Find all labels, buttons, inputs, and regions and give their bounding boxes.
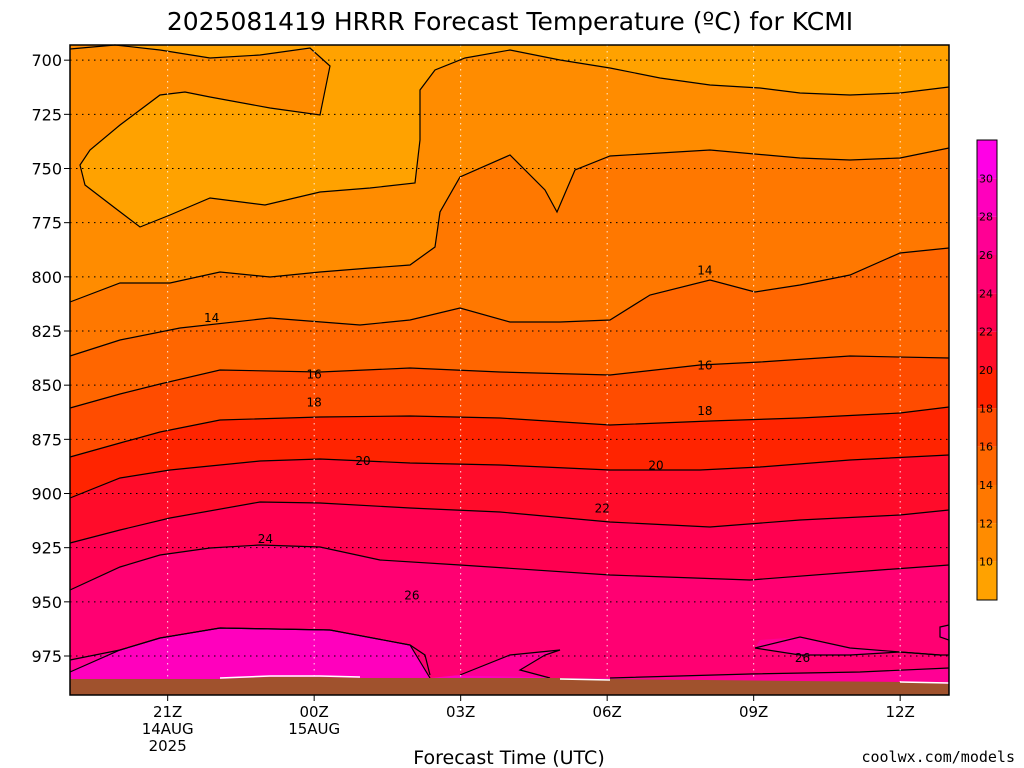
colorbar-swatch <box>977 331 997 370</box>
colorbar-label: 24 <box>979 287 993 300</box>
y-tick-label: 925 <box>31 539 62 558</box>
colorbar-swatch <box>977 370 997 409</box>
contour-16 <box>69 355 950 409</box>
contour-label: 18 <box>307 396 322 410</box>
contour-label: 26 <box>404 588 419 602</box>
chart-title: 2025081419 HRRR Forecast Temperature (ºC… <box>167 7 853 36</box>
contour-label: 18 <box>697 404 712 418</box>
band-below-10 <box>70 45 949 227</box>
contour-label: 20 <box>648 458 663 472</box>
colorbar-label: 16 <box>979 441 993 454</box>
x-tick-label: 09Z <box>739 703 768 721</box>
y-tick-label: 775 <box>31 214 62 233</box>
plot-border <box>69 44 950 696</box>
colorbar-swatch <box>977 293 997 332</box>
contour-26-bottom <box>609 667 950 679</box>
contour-10-upper <box>69 44 950 228</box>
contour-14 <box>69 247 950 357</box>
colorbar: 10 12 14 16 18 20 22 24 26 28 30 <box>976 139 998 601</box>
colorbar-swatch <box>977 561 997 600</box>
x-tick-label: 03Z <box>446 703 475 721</box>
colorbar-label: 12 <box>979 517 993 530</box>
y-tick-label: 825 <box>31 322 62 341</box>
y-tick-label: 950 <box>31 593 62 612</box>
x-tick-label: 06Z <box>592 703 621 721</box>
colorbar-swatch <box>977 178 997 217</box>
plot-area: 14 14 16 16 18 18 20 20 22 24 26 26 <box>69 44 950 696</box>
y-tick-label: 725 <box>31 105 62 124</box>
contour-18 <box>69 406 950 458</box>
contour-28 <box>69 627 431 676</box>
colorbar-swatch <box>977 140 997 179</box>
colorbar-label: 26 <box>979 249 993 262</box>
contour-label: 16 <box>307 367 322 381</box>
contour-lines <box>69 44 950 679</box>
contour-labels: 14 14 16 16 18 18 20 20 22 24 26 26 <box>204 263 810 665</box>
contour-26-mid <box>459 649 561 679</box>
x-tick-label: 2025 <box>149 737 187 755</box>
contour-label: 26 <box>795 651 810 665</box>
colorbar-swatch <box>977 446 997 485</box>
colorbar-border <box>976 139 998 601</box>
contour-24 <box>69 544 950 591</box>
contour-label: 24 <box>258 532 273 546</box>
y-tick-label: 850 <box>31 376 62 395</box>
colorbar-label: 28 <box>979 211 993 224</box>
contour-label: 14 <box>697 263 712 277</box>
x-axis-title: Forecast Time (UTC) <box>413 747 604 768</box>
contour-label: 20 <box>355 454 370 468</box>
colorbar-label: 22 <box>979 326 993 339</box>
grid <box>70 45 949 695</box>
contour-label: 22 <box>595 502 610 516</box>
surface-strip <box>70 677 949 695</box>
colorbar-swatch <box>977 523 997 562</box>
colorbar-label: 10 <box>979 556 993 569</box>
y-tick-label: 750 <box>31 160 62 179</box>
x-tick-label: 00Z <box>299 703 328 721</box>
colorbar-swatch <box>977 485 997 524</box>
contour-label: 16 <box>697 359 712 373</box>
y-tick-label: 975 <box>31 647 62 666</box>
colorbar-label: 20 <box>979 364 993 377</box>
contour-12 <box>69 147 950 303</box>
colorbar-label: 18 <box>979 402 993 415</box>
y-tick-label: 900 <box>31 485 62 504</box>
colorbar-swatch <box>977 408 997 447</box>
surface-edge <box>219 675 950 684</box>
contour-label: 14 <box>204 311 219 325</box>
colorbar-label: 30 <box>979 172 993 185</box>
colorbar-swatch <box>977 255 997 294</box>
y-tick-label: 800 <box>31 268 62 287</box>
band-below-12 <box>70 45 949 302</box>
x-tick-label: 14AUG <box>142 720 194 738</box>
contour-22 <box>69 501 950 544</box>
x-tick-label: 12Z <box>885 703 914 721</box>
contour-26-right <box>754 624 950 656</box>
contour-20 <box>69 454 950 499</box>
y-axis: 700 725 750 775 800 825 850 875 900 925 950 975 <box>31 51 70 666</box>
y-tick-label: 700 <box>31 51 62 70</box>
x-tick-label: 21Z <box>153 703 182 721</box>
colorbar-label: 14 <box>979 479 993 492</box>
x-tick-label: 15AUG <box>288 720 340 738</box>
contour-26-right-lower <box>754 647 941 656</box>
y-tick-label: 875 <box>31 430 62 449</box>
colorbar-swatch <box>977 216 997 255</box>
credit-text: coolwx.com/models <box>861 748 1015 766</box>
